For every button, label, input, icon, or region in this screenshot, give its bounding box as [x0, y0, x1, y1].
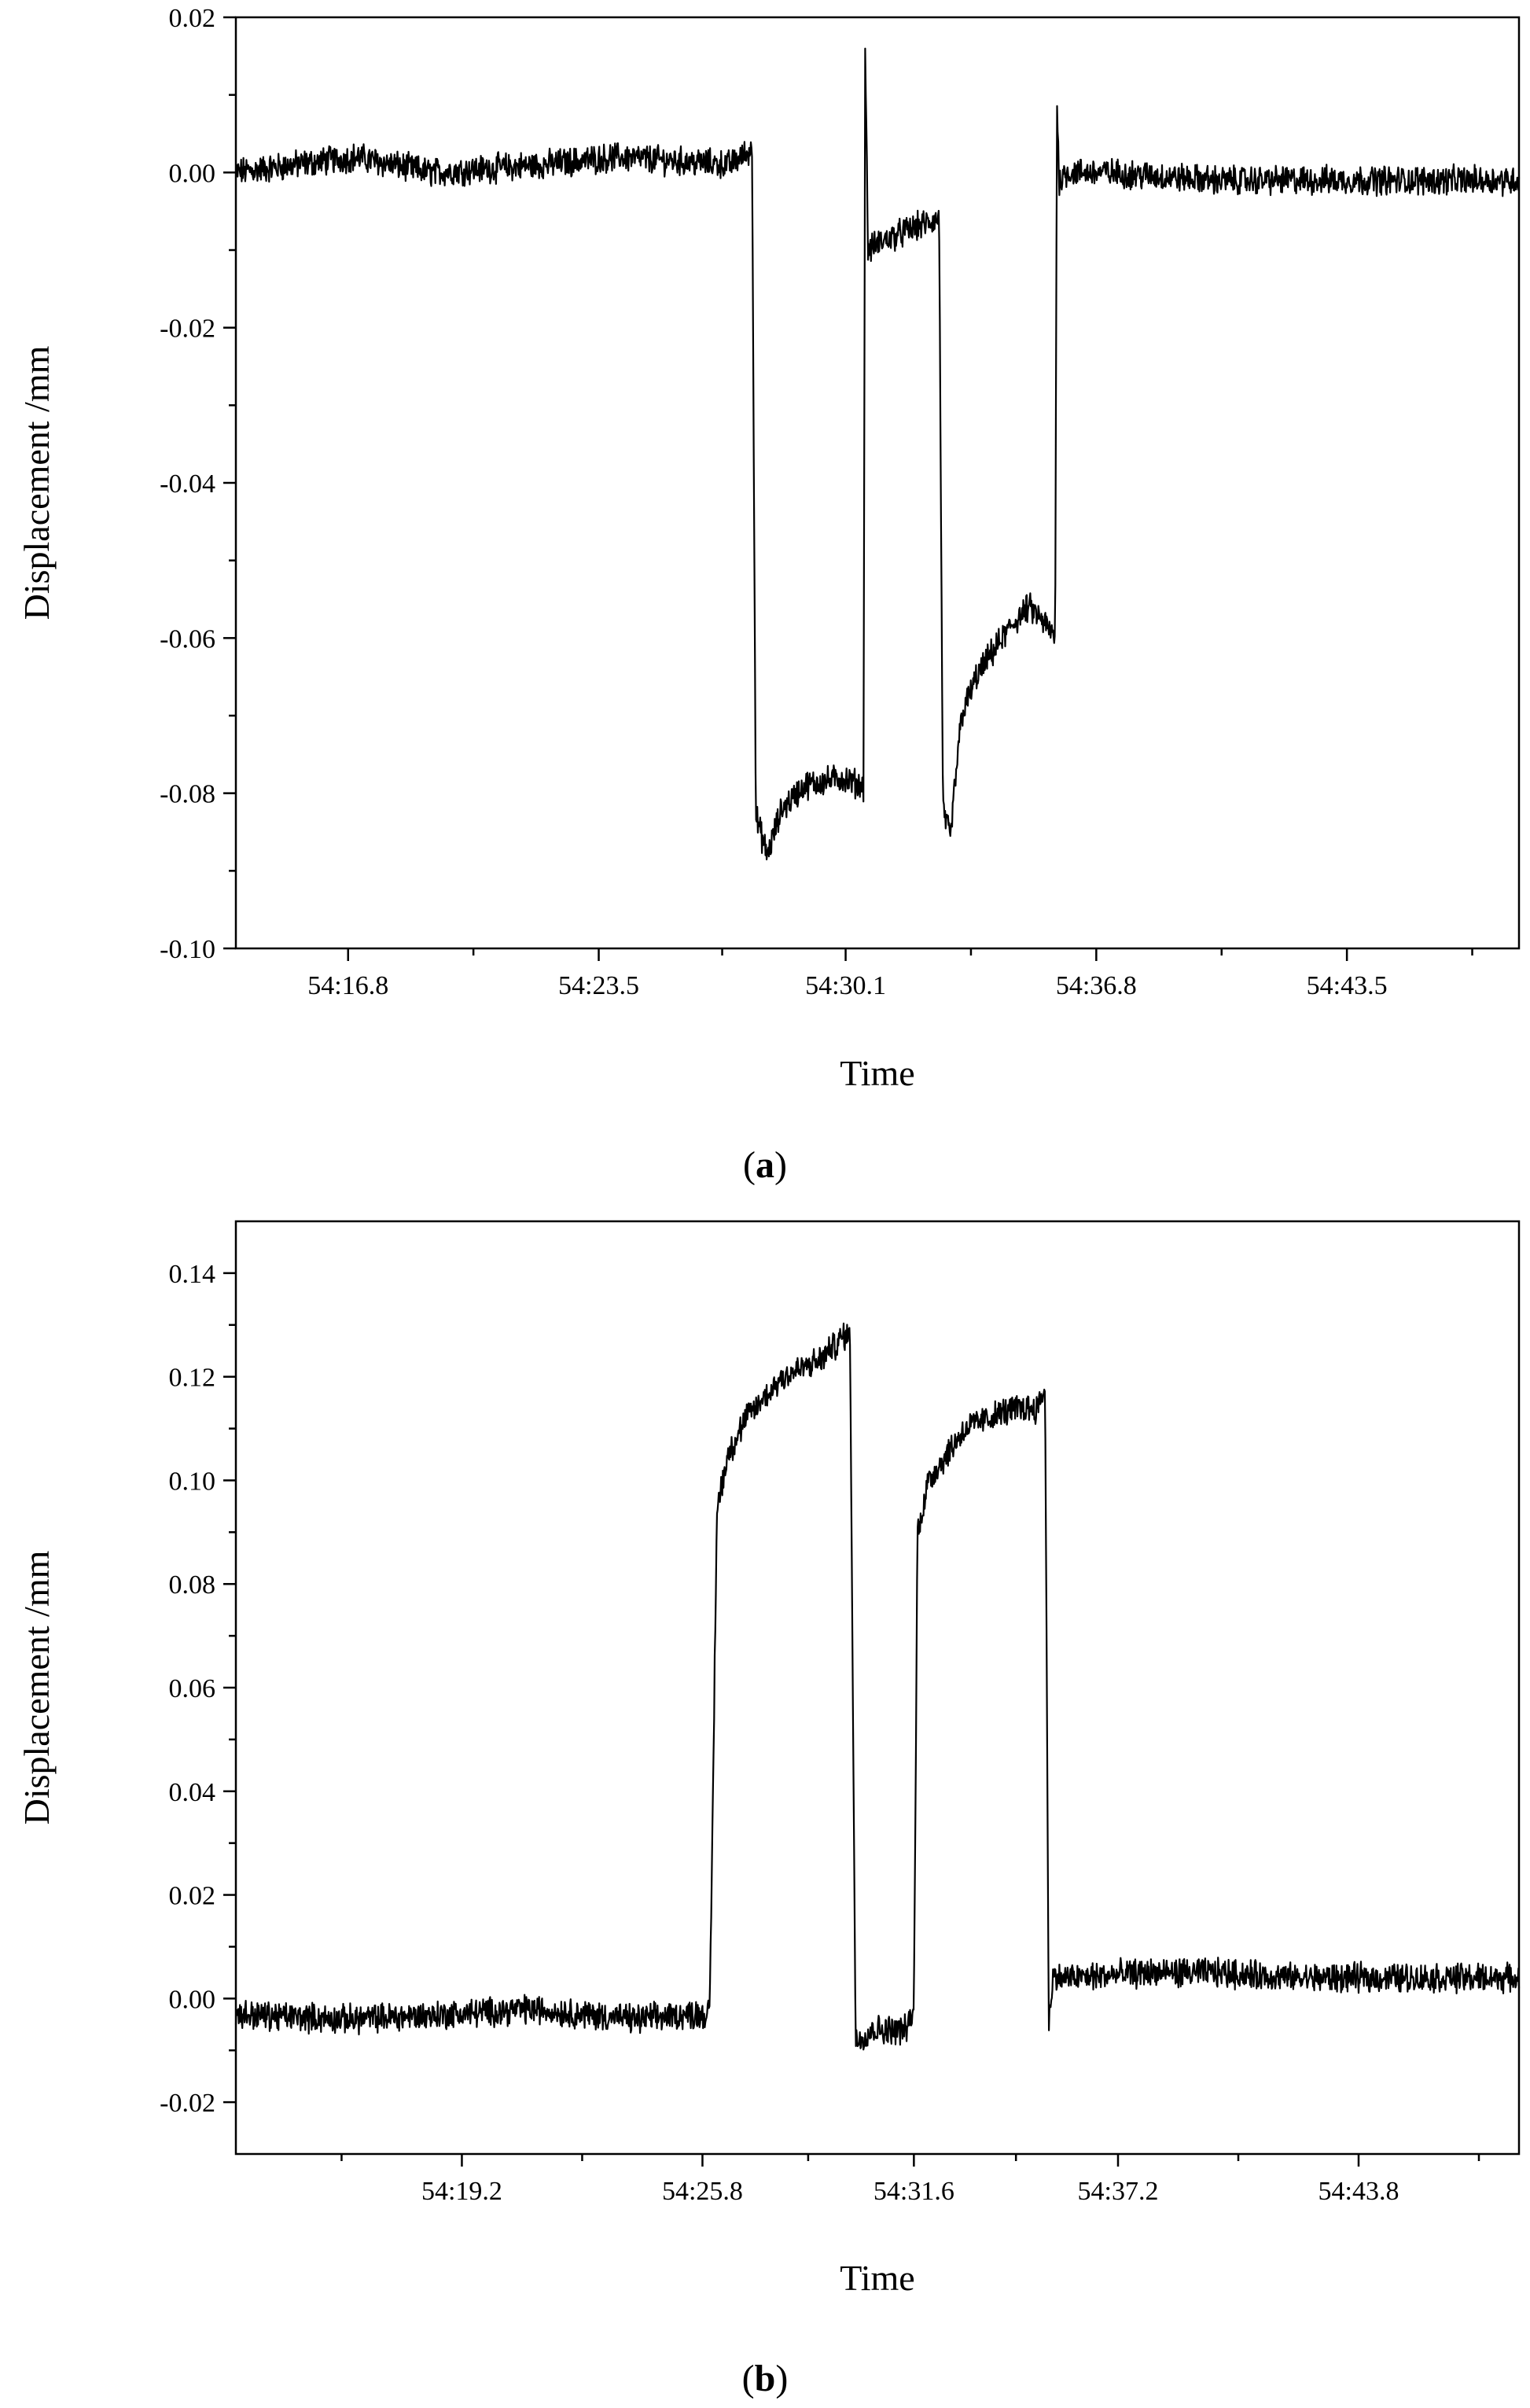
panel-letter-b: b: [755, 2358, 776, 2399]
x-axis-title-a: Time: [840, 1053, 914, 1093]
y-tick-label: 0.00: [169, 1985, 216, 2014]
x-tick-label: 54:16.8: [307, 971, 388, 1000]
y-tick-label: 0.14: [169, 1260, 216, 1289]
panel-letter-a: a: [756, 1144, 774, 1186]
y-tick-label: 0.08: [169, 1570, 216, 1600]
y-tick-label: 0.04: [169, 1778, 216, 1807]
x-tick-label: 54:23.5: [558, 971, 639, 1000]
y-tick-label: 0.02: [169, 1882, 216, 1911]
y-axis-title-b: Displacement /mm: [17, 1550, 57, 1824]
plot-frame-a: [234, 16, 1521, 950]
y-tick-label: 0.10: [169, 1467, 216, 1496]
x-tick-label: 54:37.2: [1078, 2177, 1159, 2206]
y-axis-title-a: Displacement /mm: [17, 345, 57, 620]
chart-panel-a: 0.02 0.00 -0.02 -0.04 -0.06 -0.08 -0.10 54:16.…: [17, 4, 1521, 1186]
x-axis-b: 54:19.2 54:25.8 54:31.6 54:37.2 54:43.8: [340, 2154, 1480, 2206]
x-tick-label: 54:19.2: [421, 2177, 502, 2206]
panel-label-b: (b): [742, 2358, 789, 2399]
y-tick-label: 0.06: [169, 1674, 216, 1703]
x-tick-label: 54:36.8: [1056, 971, 1137, 1000]
x-tick-label: 54:31.6: [873, 2177, 954, 2206]
displacement-trace-a: [234, 47, 1521, 860]
y-tick-label: -0.02: [160, 2089, 215, 2118]
y-axis-b: 0.14 0.12 0.10 0.08 0.06 0.04 0.02 0.00 -0.02: [160, 1260, 236, 2118]
y-tick-label: 0.12: [169, 1364, 216, 1393]
x-axis-a: 54:16.8 54:23.5 54:30.1 54:36.8 54:43.5: [307, 948, 1473, 1000]
chart-panel-b: 0.14 0.12 0.10 0.08 0.06 0.04 0.02 0.00 -0.02 54…: [17, 1220, 1521, 2399]
x-axis-title-b: Time: [840, 2258, 914, 2298]
y-tick-label: -0.08: [160, 780, 215, 809]
x-tick-label: 54:43.8: [1319, 2177, 1399, 2206]
panel-label-a: (a): [743, 1144, 787, 1186]
y-tick-label: 0.00: [169, 159, 216, 188]
displacement-trace-b: [234, 1322, 1521, 2051]
x-tick-label: 54:30.1: [805, 971, 886, 1000]
y-tick-label: 0.02: [169, 4, 216, 33]
x-tick-label: 54:43.5: [1307, 971, 1388, 1000]
y-tick-label: -0.04: [160, 469, 215, 499]
x-tick-label: 54:25.8: [662, 2177, 743, 2206]
y-axis-a: 0.02 0.00 -0.02 -0.04 -0.06 -0.08 -0.10: [160, 4, 236, 964]
y-tick-label: -0.06: [160, 624, 215, 654]
y-tick-label: -0.10: [160, 935, 215, 964]
y-tick-label: -0.02: [160, 315, 215, 344]
